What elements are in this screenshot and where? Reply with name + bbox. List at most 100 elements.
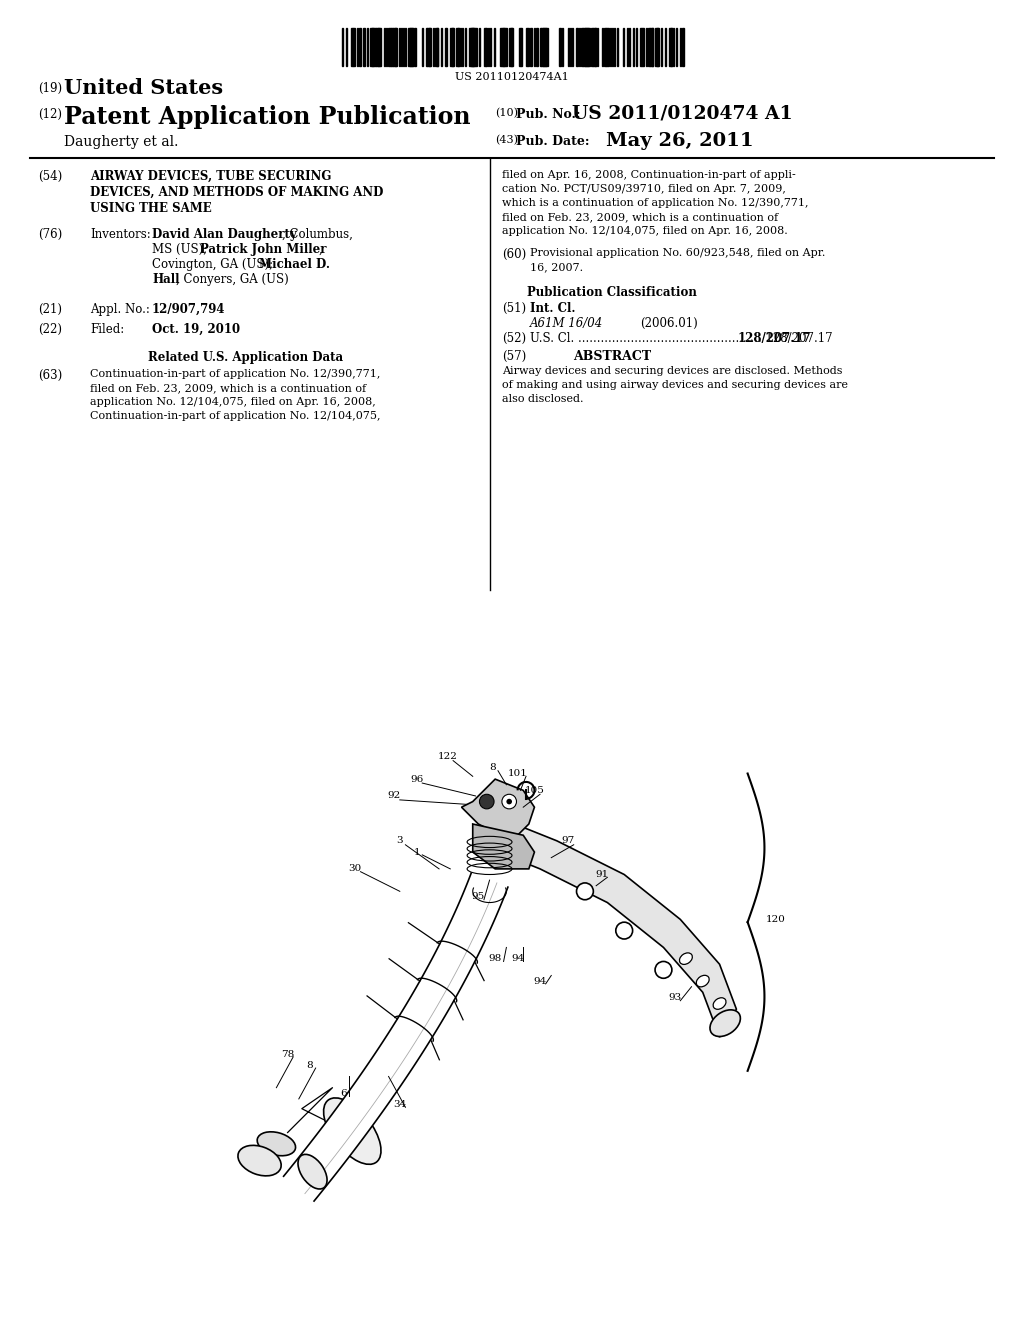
Text: (60): (60) bbox=[502, 248, 526, 261]
Bar bbox=[511, 28, 513, 66]
Polygon shape bbox=[473, 824, 535, 869]
Text: ,: , bbox=[319, 243, 323, 256]
Text: 97: 97 bbox=[561, 837, 574, 845]
Text: (2006.01): (2006.01) bbox=[640, 317, 697, 330]
Text: which is a continuation of application No. 12/390,771,: which is a continuation of application N… bbox=[502, 198, 809, 209]
Bar bbox=[473, 28, 474, 66]
Text: USING THE SAME: USING THE SAME bbox=[90, 202, 212, 215]
Text: (63): (63) bbox=[38, 370, 62, 381]
Bar bbox=[585, 28, 589, 66]
Bar bbox=[597, 28, 598, 66]
Text: 101: 101 bbox=[508, 770, 527, 777]
Text: Pub. Date:: Pub. Date: bbox=[516, 135, 590, 148]
Bar bbox=[375, 28, 376, 66]
Text: (76): (76) bbox=[38, 228, 62, 242]
Bar bbox=[427, 28, 430, 66]
Bar bbox=[346, 28, 347, 66]
Text: , Conyers, GA (US): , Conyers, GA (US) bbox=[176, 273, 289, 286]
Text: (51): (51) bbox=[502, 302, 526, 315]
Bar bbox=[648, 28, 650, 66]
Text: of making and using airway devices and securing devices are: of making and using airway devices and s… bbox=[502, 380, 848, 389]
Bar bbox=[571, 28, 573, 66]
Text: 6: 6 bbox=[340, 1089, 347, 1098]
Bar bbox=[453, 28, 454, 66]
Bar bbox=[475, 28, 477, 66]
Bar bbox=[376, 28, 380, 66]
Bar bbox=[542, 28, 544, 66]
Text: Int. Cl.: Int. Cl. bbox=[530, 302, 575, 315]
Polygon shape bbox=[484, 818, 736, 1038]
Text: A61M 16/04: A61M 16/04 bbox=[530, 317, 603, 330]
Ellipse shape bbox=[710, 1010, 740, 1036]
Text: 105: 105 bbox=[524, 785, 545, 795]
Text: also disclosed.: also disclosed. bbox=[502, 393, 584, 404]
Ellipse shape bbox=[238, 1146, 282, 1176]
Text: Filed:: Filed: bbox=[90, 323, 124, 337]
Bar bbox=[606, 28, 608, 66]
Bar bbox=[509, 28, 512, 66]
Bar bbox=[391, 28, 393, 66]
Bar bbox=[388, 28, 391, 66]
Text: 98: 98 bbox=[488, 954, 502, 964]
Bar bbox=[604, 28, 605, 66]
Bar bbox=[409, 28, 411, 66]
Bar bbox=[484, 28, 486, 66]
Text: 91: 91 bbox=[595, 870, 608, 879]
Text: filed on Feb. 23, 2009, which is a continuation of: filed on Feb. 23, 2009, which is a conti… bbox=[502, 213, 778, 222]
Text: May 26, 2011: May 26, 2011 bbox=[606, 132, 754, 150]
Text: Patrick John Miller: Patrick John Miller bbox=[200, 243, 327, 256]
Text: US 2011/0120474 A1: US 2011/0120474 A1 bbox=[572, 106, 793, 123]
Bar bbox=[518, 28, 521, 66]
Bar bbox=[426, 28, 427, 66]
Text: Oct. 19, 2010: Oct. 19, 2010 bbox=[152, 323, 240, 337]
Bar bbox=[673, 28, 674, 66]
Text: 94: 94 bbox=[511, 954, 524, 964]
Text: 8: 8 bbox=[489, 763, 496, 772]
Text: David Alan Daugherty: David Alan Daugherty bbox=[152, 228, 297, 242]
Text: Appl. No.:: Appl. No.: bbox=[90, 304, 150, 315]
Bar bbox=[649, 28, 653, 66]
Text: 3: 3 bbox=[396, 837, 403, 845]
Text: 16, 2007.: 16, 2007. bbox=[530, 261, 583, 272]
Circle shape bbox=[577, 883, 593, 900]
Bar bbox=[682, 28, 683, 66]
Bar bbox=[359, 28, 360, 66]
Bar bbox=[629, 28, 631, 66]
Text: 34: 34 bbox=[393, 1100, 407, 1109]
Bar bbox=[536, 28, 539, 66]
Text: (21): (21) bbox=[38, 304, 62, 315]
Text: (57): (57) bbox=[502, 350, 526, 363]
Bar bbox=[469, 28, 473, 66]
Bar bbox=[540, 28, 541, 66]
Bar bbox=[458, 28, 460, 66]
Text: Daugherty et al.: Daugherty et al. bbox=[63, 135, 178, 149]
Circle shape bbox=[507, 799, 512, 804]
Bar bbox=[582, 28, 583, 66]
Text: Hall: Hall bbox=[152, 273, 179, 286]
Circle shape bbox=[479, 795, 494, 809]
Bar bbox=[633, 28, 634, 66]
Bar bbox=[500, 28, 502, 66]
Text: (43): (43) bbox=[495, 135, 518, 145]
Text: 78: 78 bbox=[281, 1049, 294, 1059]
Polygon shape bbox=[462, 779, 535, 836]
Bar bbox=[593, 28, 596, 66]
Bar bbox=[429, 28, 431, 66]
Polygon shape bbox=[284, 873, 508, 1201]
Bar bbox=[444, 28, 446, 66]
Text: filed on Feb. 23, 2009, which is a continuation of: filed on Feb. 23, 2009, which is a conti… bbox=[90, 383, 367, 393]
Bar bbox=[502, 28, 504, 66]
Text: application No. 12/104,075, filed on Apr. 16, 2008,: application No. 12/104,075, filed on Apr… bbox=[90, 397, 376, 407]
Bar bbox=[504, 28, 505, 66]
Bar bbox=[591, 28, 593, 66]
Text: Covington, GA (US);: Covington, GA (US); bbox=[152, 257, 276, 271]
Bar bbox=[657, 28, 658, 66]
Bar bbox=[456, 28, 460, 66]
Circle shape bbox=[502, 795, 516, 809]
Text: 12/907,794: 12/907,794 bbox=[152, 304, 225, 315]
Bar bbox=[471, 28, 474, 66]
Bar bbox=[422, 28, 423, 66]
Bar bbox=[386, 28, 387, 66]
Bar bbox=[351, 28, 353, 66]
Text: (52): (52) bbox=[502, 333, 526, 345]
